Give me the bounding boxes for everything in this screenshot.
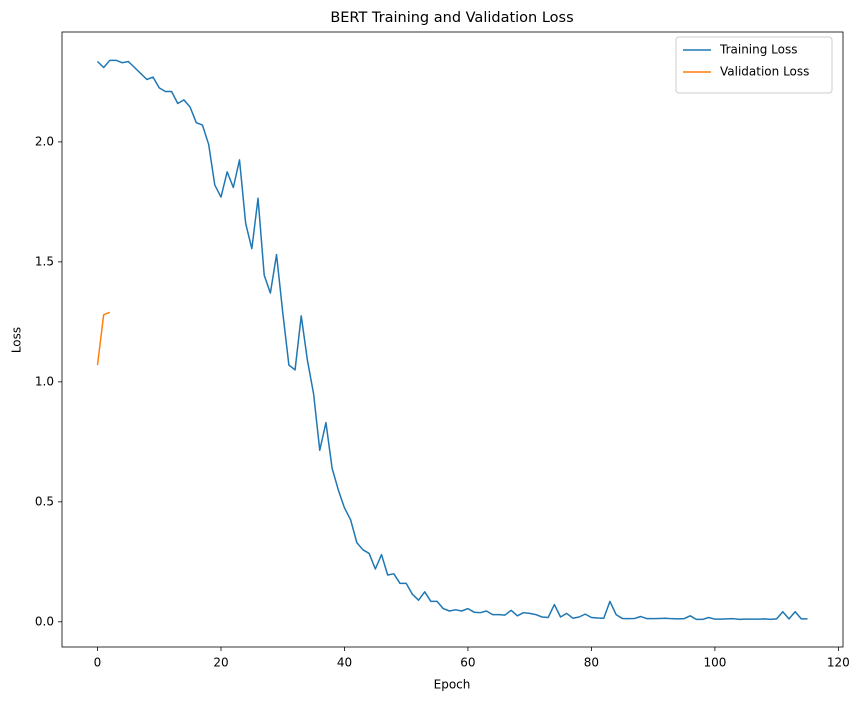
plot-area: [96, 59, 808, 621]
legend-box: [675, 36, 833, 94]
x-tick-label: 100: [703, 656, 726, 670]
x-tick-label: 0: [94, 656, 102, 670]
legend-label: Validation Loss: [720, 65, 809, 79]
chart-title: BERT Training and Validation Loss: [330, 10, 573, 26]
y-tick-label: 0.0: [35, 614, 54, 628]
x-tick-label: 20: [213, 656, 228, 670]
x-tick-label: 120: [827, 656, 850, 670]
x-axis-label: Epoch: [434, 678, 471, 692]
legend-label: Training Loss: [719, 43, 797, 57]
data-line: [96, 59, 808, 621]
y-tick-label: 1.0: [35, 374, 54, 388]
x-tick-label: 80: [584, 656, 599, 670]
y-tick-label: 0.5: [35, 494, 54, 508]
axes-frame: [61, 31, 844, 648]
data-line: [96, 311, 111, 366]
x-tick-label: 60: [460, 656, 475, 670]
y-tick-label: 2.0: [35, 134, 54, 148]
x-tick-label: 40: [337, 656, 352, 670]
y-axis-label: Loss: [10, 327, 24, 353]
y-tick-label: 1.5: [35, 254, 54, 268]
